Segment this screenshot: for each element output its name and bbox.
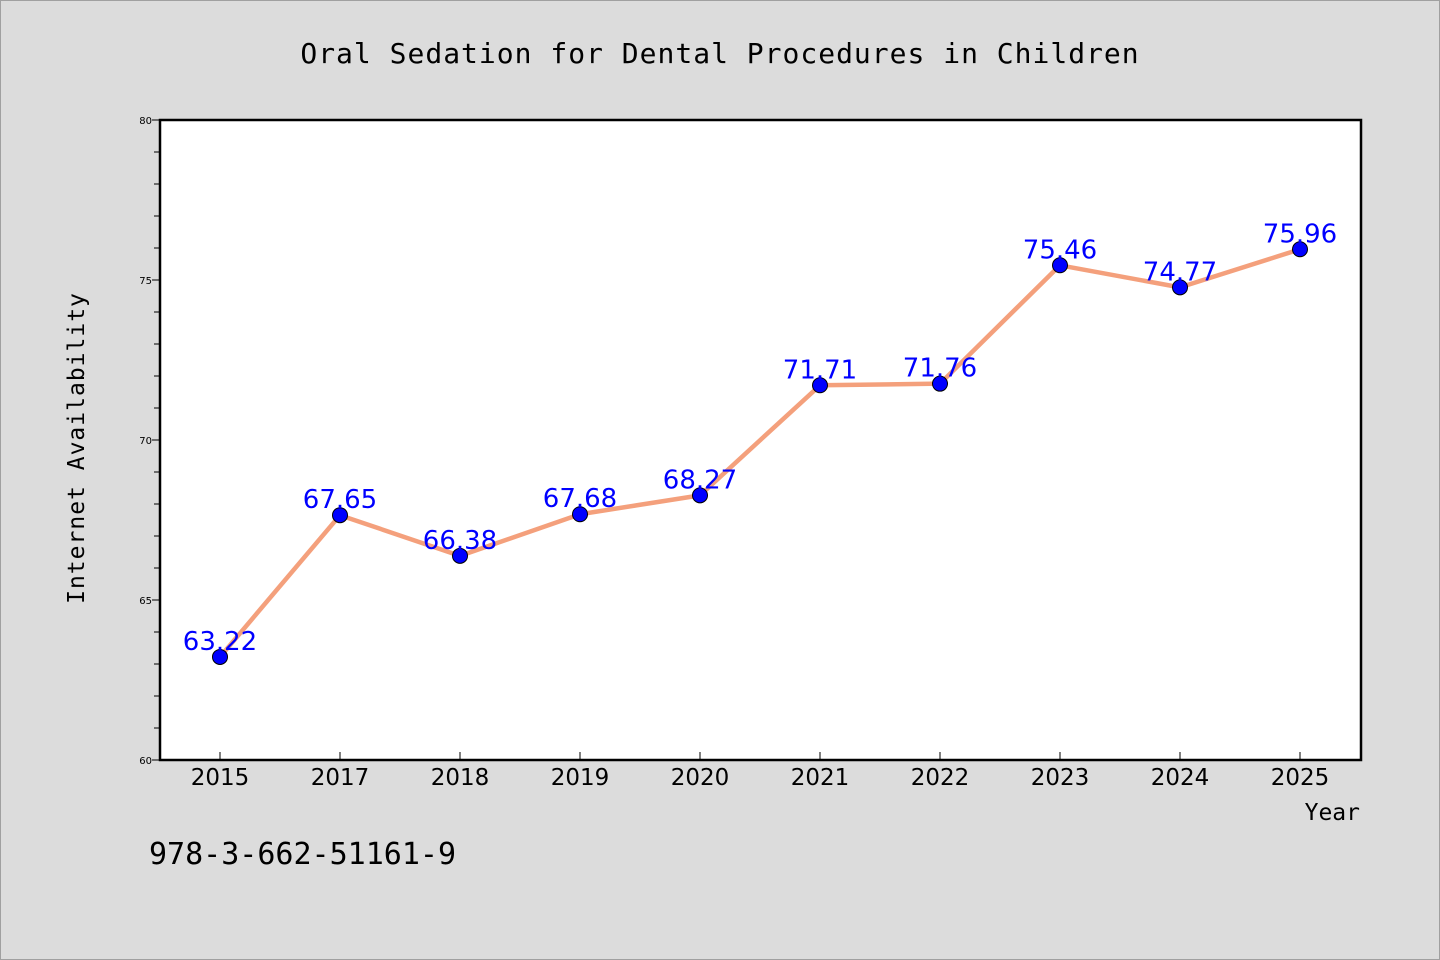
x-tick-label: 2021 — [791, 765, 850, 791]
data-label: 74.77 — [1143, 257, 1217, 287]
x-axis-label: Year — [1305, 800, 1360, 826]
data-point — [1292, 241, 1308, 258]
data-point — [572, 506, 588, 523]
isbn-text: 978-3-662-51161-9 — [149, 837, 456, 872]
y-tick-label: 80 — [139, 116, 152, 127]
data-label: 75.96 — [1263, 219, 1337, 249]
x-tick-label: 2023 — [1031, 765, 1090, 791]
x-tick-label: 2018 — [431, 765, 490, 791]
y-tick-label: 60 — [139, 756, 152, 767]
data-point — [692, 487, 708, 504]
x-tick-label: 2017 — [311, 765, 370, 791]
data-point — [932, 375, 948, 392]
data-point — [812, 377, 828, 394]
data-point — [1052, 257, 1068, 274]
x-axis-ticks: 2015 2017 2018 2019 2020 2021 2022 2023 2024 2025 — [191, 752, 1330, 791]
data-point — [1172, 279, 1188, 296]
data-label: 71.71 — [783, 355, 857, 385]
data-label: 67.68 — [543, 484, 617, 514]
data-point — [452, 547, 468, 564]
series-layer: 63.22 67.65 66.38 67.68 68.27 71.71 71.76 75.46… — [183, 219, 1337, 665]
x-tick-label: 2025 — [1271, 765, 1330, 791]
y-tick-label: 75 — [139, 276, 152, 287]
y-tick-label: 70 — [139, 436, 152, 447]
x-tick-label: 2024 — [1151, 765, 1210, 791]
x-tick-label: 2020 — [671, 765, 730, 791]
y-axis-ticks: 60 65 70 75 80 — [139, 116, 160, 767]
data-label: 71.76 — [903, 354, 977, 384]
x-tick-label: 2022 — [911, 765, 970, 791]
plot-border — [158, 118, 1363, 762]
y-axis-label: Internet Availability — [64, 292, 90, 604]
chart-title: Oral Sedation for Dental Procedures in C… — [300, 37, 1139, 70]
data-label: 63.22 — [183, 627, 257, 657]
data-point — [332, 507, 348, 524]
data-label: 66.38 — [423, 526, 497, 556]
data-point — [212, 648, 228, 665]
x-tick-label: 2015 — [191, 765, 250, 791]
x-tick-label: 2019 — [551, 765, 610, 791]
data-label: 67.65 — [303, 485, 377, 515]
data-label: 68.27 — [663, 465, 737, 495]
data-label: 75.46 — [1023, 235, 1097, 265]
y-tick-label: 65 — [139, 596, 152, 607]
series-line — [217, 247, 1303, 660]
